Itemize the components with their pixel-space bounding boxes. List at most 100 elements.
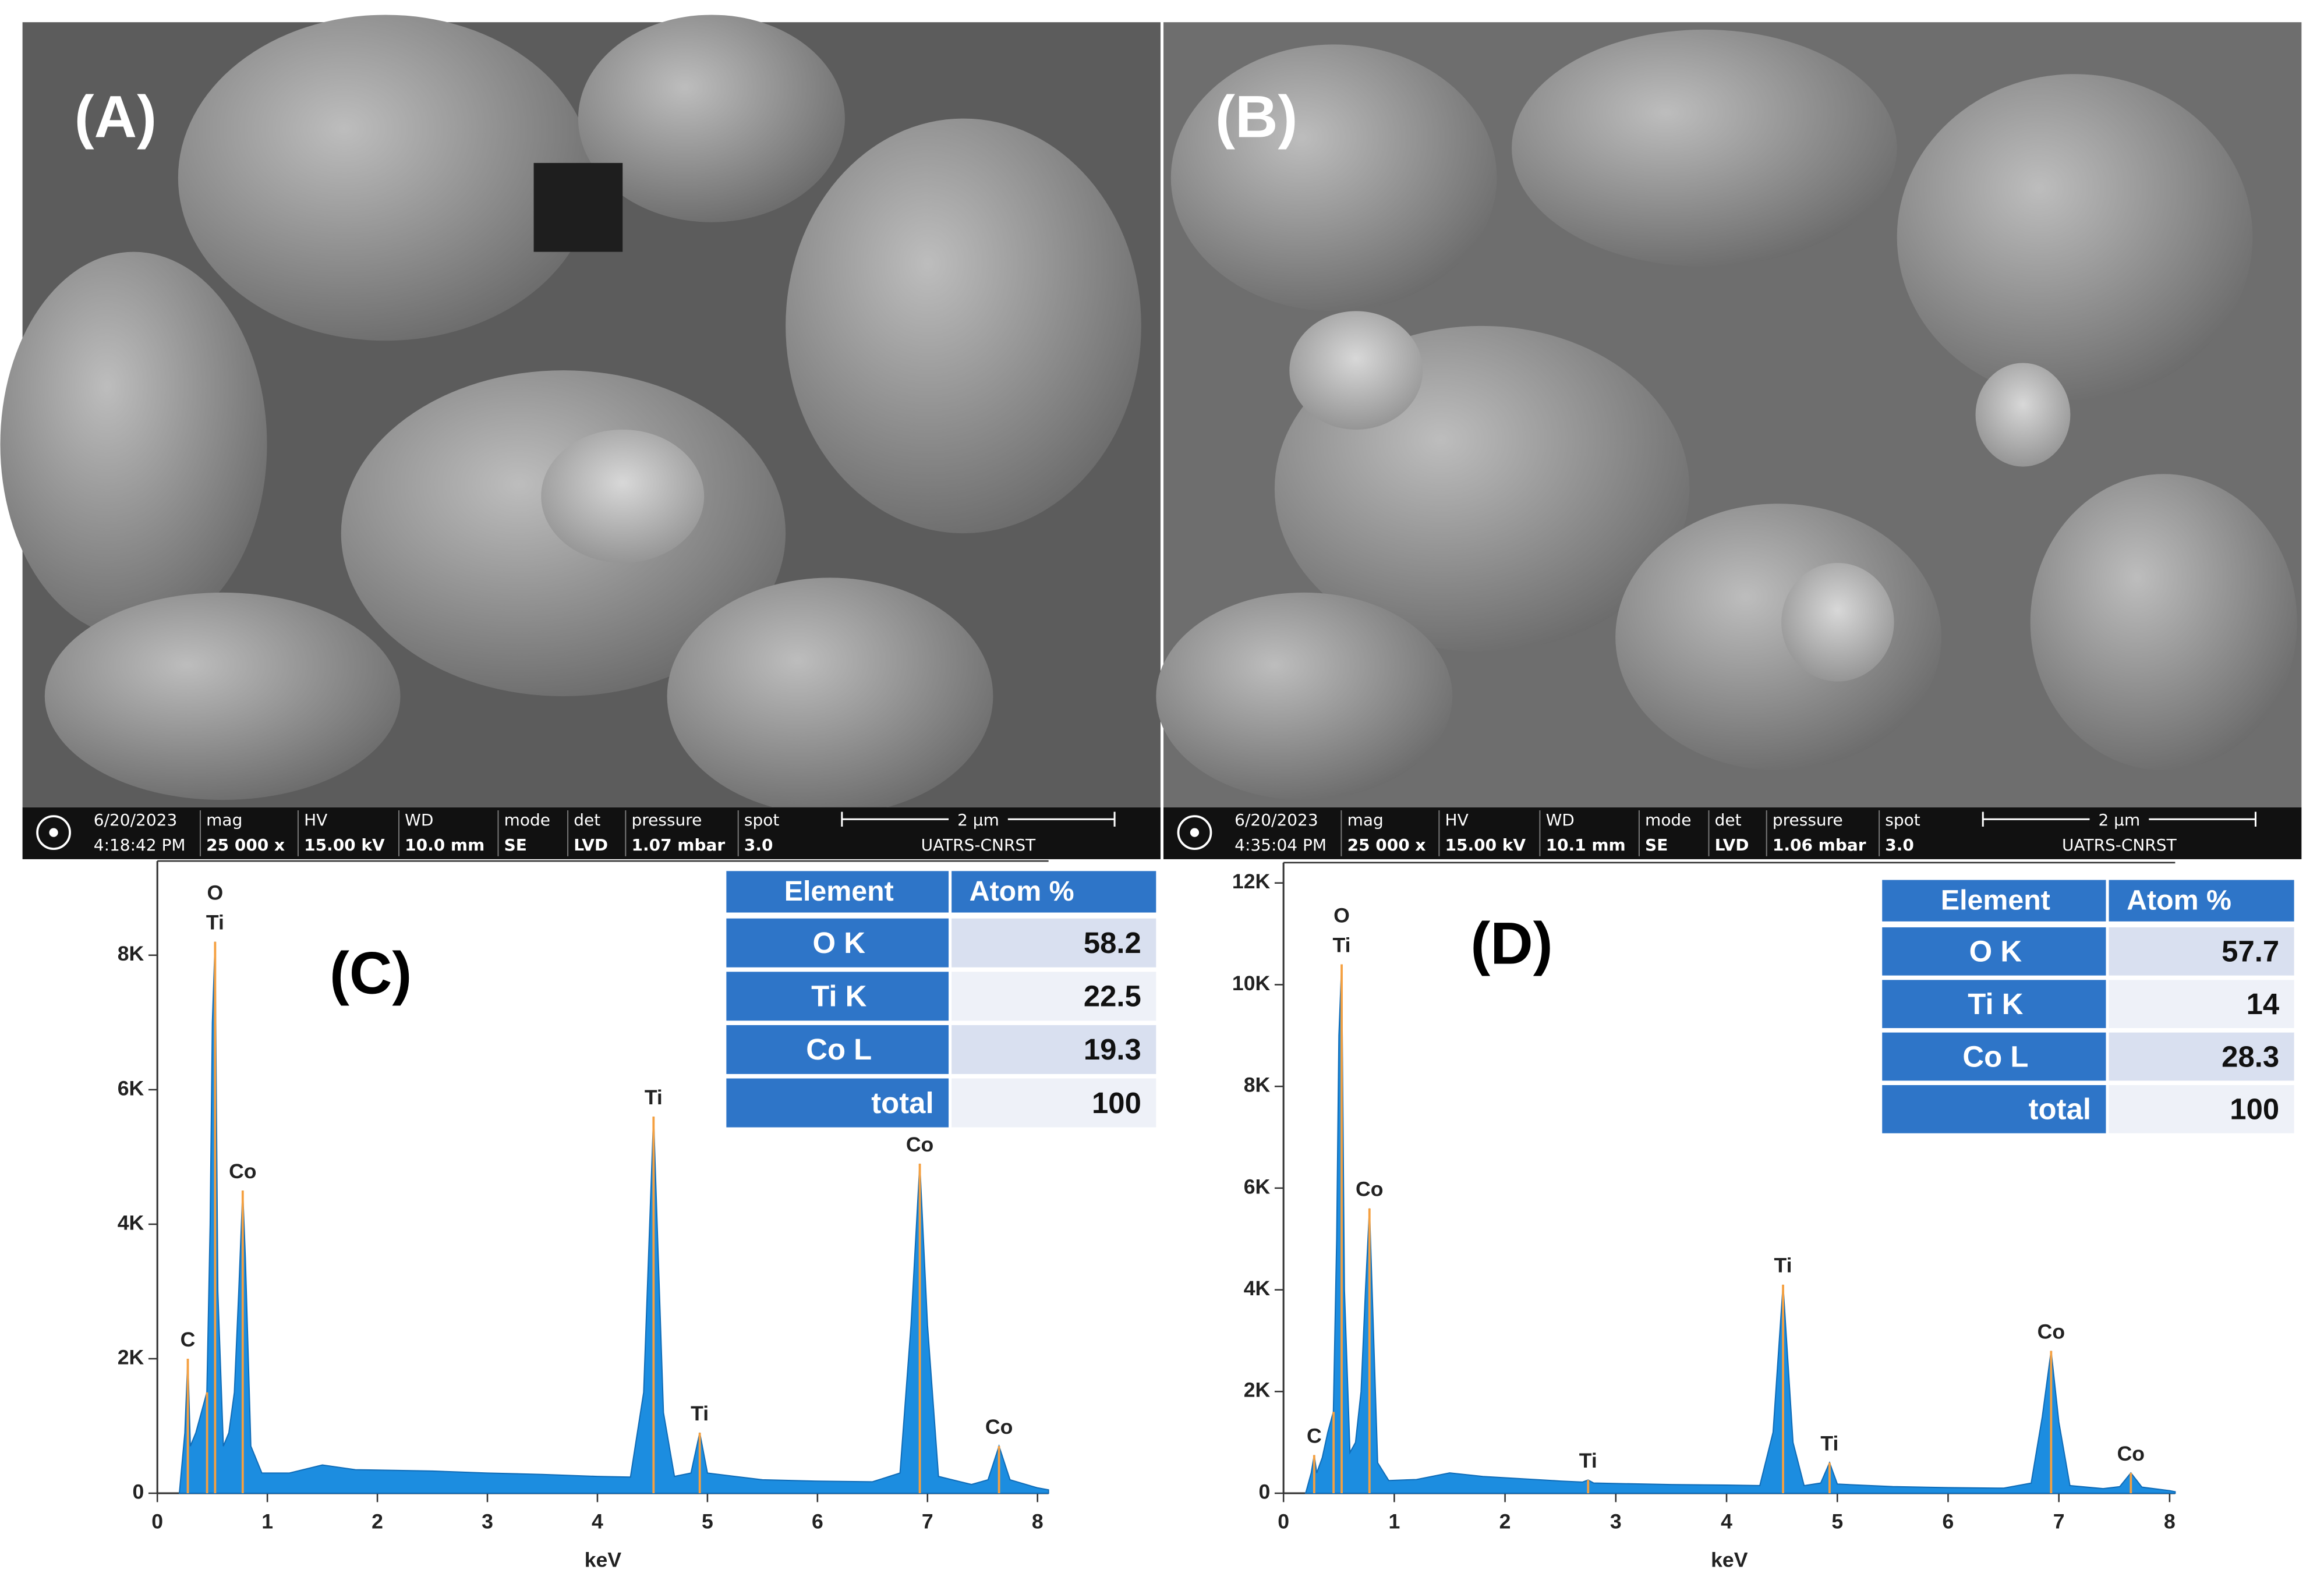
table-value-cell bbox=[951, 1025, 1156, 1074]
info-value: 25 000 x bbox=[1347, 835, 1426, 855]
table-key-cell bbox=[1882, 927, 2106, 976]
y-tick-label: 2K bbox=[118, 1345, 144, 1369]
table-header-cell bbox=[2109, 880, 2294, 922]
logo-core bbox=[1190, 828, 1200, 837]
peak-label: Co bbox=[985, 1415, 1013, 1438]
y-tick-label: 4K bbox=[1244, 1277, 1271, 1300]
peak-label: Ti bbox=[1774, 1254, 1792, 1277]
x-tick-label: 6 bbox=[1943, 1509, 1954, 1533]
info-key: spot bbox=[744, 810, 779, 830]
info-value: 25 000 x bbox=[206, 835, 285, 855]
info-key: HV bbox=[304, 810, 327, 830]
table-value-cell bbox=[951, 1078, 1156, 1128]
info-value: 4:35:04 PM bbox=[1234, 835, 1327, 855]
table-header: Atom % bbox=[2127, 884, 2231, 916]
info-value: 10.1 mm bbox=[1546, 835, 1626, 855]
y-tick-label: 8K bbox=[1244, 1073, 1271, 1097]
table-value: 100 bbox=[2230, 1093, 2279, 1126]
panel-label: (A) bbox=[75, 84, 157, 150]
panel-label: (B) bbox=[1215, 84, 1297, 150]
y-tick-label: 10K bbox=[1232, 972, 1271, 995]
x-tick-label: 2 bbox=[1499, 1509, 1511, 1533]
info-value: 1.07 mbar bbox=[632, 835, 726, 855]
y-tick-label: 6K bbox=[1244, 1175, 1271, 1198]
logo-core bbox=[49, 828, 58, 837]
info-key: pressure bbox=[632, 810, 702, 830]
table-key: O K bbox=[1969, 935, 2022, 968]
info-key: mode bbox=[1645, 810, 1691, 830]
logo bbox=[36, 815, 71, 851]
table-header: Element bbox=[784, 876, 894, 907]
table-key: Ti K bbox=[1968, 987, 2023, 1020]
x-tick-label: 2 bbox=[372, 1509, 383, 1533]
info-value: SE bbox=[1645, 835, 1668, 855]
sem-image-b bbox=[1156, 22, 2302, 807]
table-value: 28.3 bbox=[2222, 1040, 2279, 1073]
table-header-cell bbox=[726, 871, 949, 913]
table-key: O K bbox=[813, 926, 866, 959]
peak-label: Ti bbox=[1820, 1432, 1838, 1455]
peak-label: O bbox=[1333, 903, 1350, 927]
table-header: Atom % bbox=[970, 876, 1074, 907]
info-value: LVD bbox=[574, 835, 608, 855]
logo bbox=[1177, 815, 1212, 851]
table-value-cell bbox=[951, 972, 1156, 1021]
scale-label-bg bbox=[949, 810, 1008, 828]
peak-label: Co bbox=[906, 1133, 933, 1156]
table-value-cell bbox=[2109, 927, 2294, 976]
info-key: det bbox=[1715, 810, 1742, 830]
peak-label: Ti bbox=[1333, 933, 1351, 956]
table-key: total bbox=[2029, 1093, 2091, 1126]
info-key: HV bbox=[1445, 810, 1469, 830]
peak-label: C bbox=[1307, 1424, 1322, 1447]
table-value-cell bbox=[2109, 1032, 2294, 1081]
peak-label: Co bbox=[2038, 1320, 2065, 1343]
info-key: pressure bbox=[1773, 810, 1843, 830]
info-value: 15.00 kV bbox=[1445, 835, 1526, 855]
table-key: Ti K bbox=[811, 980, 866, 1013]
x-tick-label: 3 bbox=[1610, 1509, 1622, 1533]
info-key: 6/20/2023 bbox=[1234, 810, 1318, 830]
table-value: 57.7 bbox=[2222, 935, 2279, 968]
table-value: 58.2 bbox=[1084, 926, 1141, 959]
scale-label-bg bbox=[2089, 810, 2149, 828]
x-tick-label: 7 bbox=[2053, 1509, 2065, 1533]
info-value: 3.0 bbox=[1885, 835, 1914, 855]
peak-label: Co bbox=[2117, 1442, 2145, 1465]
info-value: 3.0 bbox=[744, 835, 773, 855]
info-value: 10.0 mm bbox=[405, 835, 484, 855]
info-key: det bbox=[574, 810, 600, 830]
y-tick-label: 2K bbox=[1244, 1379, 1271, 1402]
table-key-cell bbox=[726, 1078, 949, 1128]
x-axis-label: keV bbox=[585, 1549, 622, 1572]
table-value-cell bbox=[951, 918, 1156, 968]
table-value: 22.5 bbox=[1084, 980, 1141, 1013]
chart-title: (D) bbox=[1470, 910, 1552, 976]
table-key: total bbox=[871, 1086, 933, 1119]
x-tick-label: 7 bbox=[922, 1509, 933, 1533]
x-tick-label: 5 bbox=[702, 1509, 713, 1533]
info-value: 4:18:42 PM bbox=[94, 835, 186, 855]
table-value-cell bbox=[2109, 1085, 2294, 1133]
peak-label: Ti bbox=[645, 1086, 663, 1109]
info-value: SE bbox=[504, 835, 527, 855]
table-key-cell bbox=[726, 972, 949, 1021]
x-tick-label: 0 bbox=[1278, 1509, 1289, 1533]
x-axis-label: keV bbox=[1711, 1549, 1748, 1572]
info-key: mode bbox=[504, 810, 550, 830]
table-value: 19.3 bbox=[1084, 1033, 1141, 1066]
y-tick-label: 12K bbox=[1232, 870, 1271, 893]
table-key: Co L bbox=[1962, 1040, 2028, 1073]
x-tick-label: 3 bbox=[482, 1509, 493, 1533]
peak-label: Co bbox=[1356, 1178, 1383, 1201]
spectrum-area bbox=[1304, 964, 2176, 1494]
table-value: 14 bbox=[2247, 987, 2280, 1020]
x-tick-label: 1 bbox=[261, 1509, 273, 1533]
info-value: LVD bbox=[1715, 835, 1749, 855]
chart-title: (C) bbox=[330, 940, 412, 1006]
y-tick-label: 8K bbox=[118, 942, 144, 965]
sem-image-a bbox=[0, 15, 1161, 815]
x-tick-label: 5 bbox=[1831, 1509, 1843, 1533]
table-key-cell bbox=[1882, 1085, 2106, 1133]
